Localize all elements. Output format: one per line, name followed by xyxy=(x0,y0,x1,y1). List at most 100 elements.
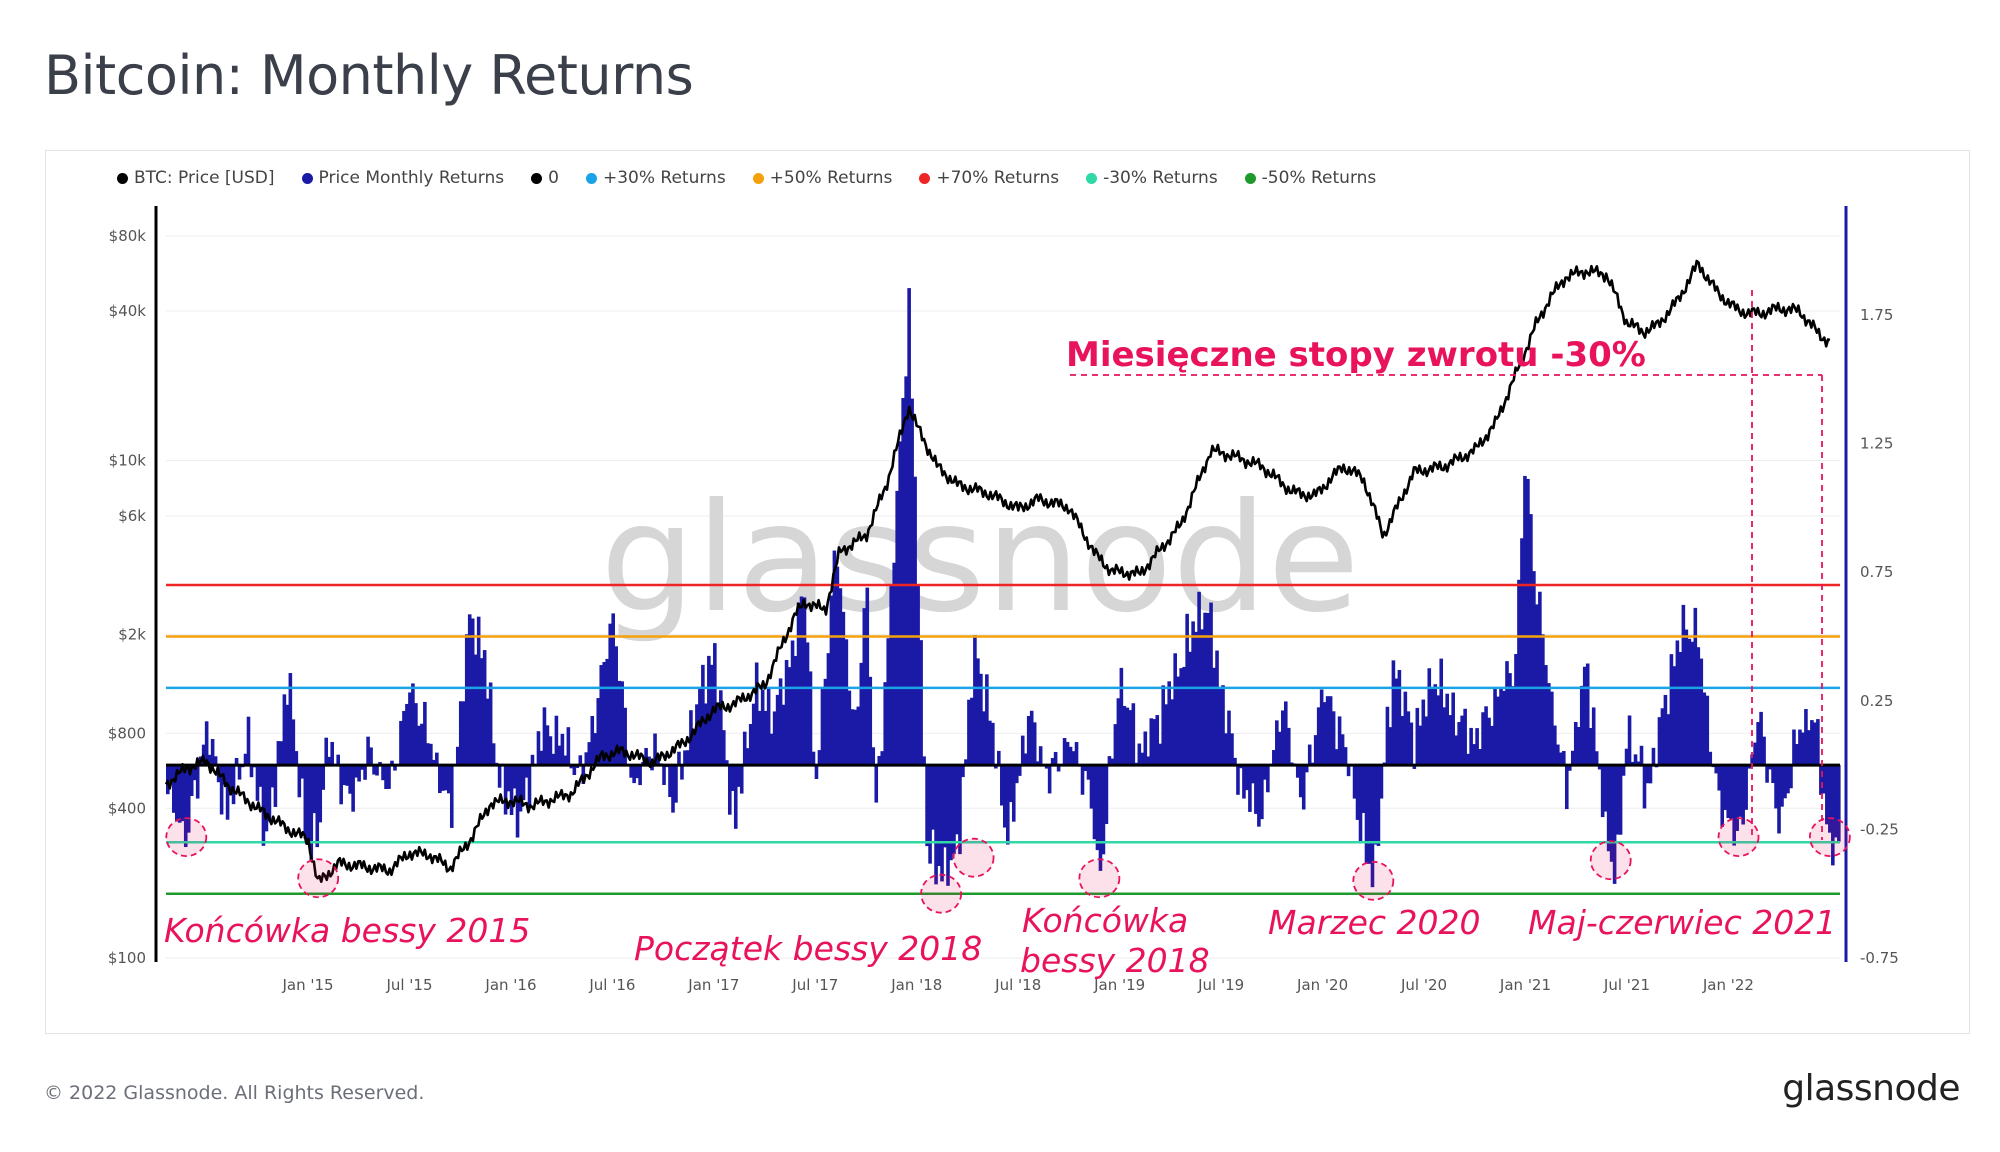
return-bar xyxy=(913,476,917,766)
return-bar xyxy=(204,721,209,766)
return-bar xyxy=(1152,719,1157,766)
return-bar xyxy=(1747,765,1751,769)
return-bar xyxy=(1044,765,1049,769)
return-bar xyxy=(1074,742,1079,766)
return-bar xyxy=(662,765,666,785)
legend-item-minus30[interactable]: -30% Returns xyxy=(1086,168,1218,188)
return-bar xyxy=(1095,765,1100,851)
return-bar xyxy=(1672,666,1677,766)
y-left-tick-label: $100 xyxy=(108,949,146,967)
return-bar xyxy=(503,765,508,815)
return-bar xyxy=(384,765,388,790)
return-bar xyxy=(671,765,675,813)
return-bar xyxy=(1573,721,1578,766)
return-bar xyxy=(1627,715,1632,766)
return-bar xyxy=(1699,658,1704,766)
annotation-label: Marzec 2020 xyxy=(1268,903,1481,942)
return-bar xyxy=(1200,629,1204,766)
return-bar xyxy=(796,602,801,766)
return-bar xyxy=(808,671,813,766)
return-bar xyxy=(1612,765,1617,884)
return-bar xyxy=(518,765,523,812)
return-bar xyxy=(934,765,938,885)
return-bar xyxy=(677,751,681,766)
return-bar xyxy=(303,765,308,839)
return-bar xyxy=(763,710,768,766)
return-bar xyxy=(1023,753,1028,766)
return-bar xyxy=(1113,724,1118,766)
return-bar xyxy=(291,719,296,766)
legend-item-plus30[interactable]: +30% Returns xyxy=(585,168,726,188)
return-bar xyxy=(1026,715,1031,766)
return-bar xyxy=(620,681,624,766)
return-bar xyxy=(1068,746,1073,766)
return-bar xyxy=(249,765,254,778)
return-bar xyxy=(1104,765,1109,824)
legend-label: -50% Returns xyxy=(1261,168,1377,188)
return-bar xyxy=(1484,706,1488,766)
return-bar xyxy=(817,750,822,766)
x-tick-label: Jan '22 xyxy=(1702,976,1754,994)
return-bar xyxy=(542,707,547,766)
return-bar xyxy=(1056,765,1061,772)
return-bar xyxy=(1352,765,1357,799)
highlight-circle xyxy=(920,873,963,914)
return-bar xyxy=(1777,765,1781,834)
legend-item-price[interactable]: BTC: Price [USD] xyxy=(117,168,275,188)
return-bar xyxy=(1248,765,1252,812)
return-bar xyxy=(784,660,789,766)
legend-item-zero[interactable]: 0 xyxy=(531,168,559,188)
return-bar xyxy=(868,676,873,766)
return-bar xyxy=(261,765,266,846)
return-bar xyxy=(1403,691,1408,766)
return-bar xyxy=(449,765,454,828)
x-tick-label: Jul '20 xyxy=(1400,976,1447,994)
return-bar xyxy=(482,650,487,766)
return-bar xyxy=(979,673,983,766)
return-bar xyxy=(1529,514,1533,766)
return-bar xyxy=(1427,668,1432,766)
return-bar xyxy=(895,490,899,766)
legend-dot-icon xyxy=(919,172,931,184)
return-bar xyxy=(342,765,346,786)
return-bar xyxy=(686,750,690,766)
return-bar xyxy=(1319,689,1324,766)
chart-frame xyxy=(45,150,1970,1034)
return-bar xyxy=(1466,753,1470,766)
footer-logo[interactable]: glassnode xyxy=(1782,1068,1960,1109)
return-bar xyxy=(521,765,526,801)
return-bar xyxy=(1047,765,1052,794)
return-bar xyxy=(1331,711,1336,766)
return-bar xyxy=(186,765,191,833)
return-bar xyxy=(1597,765,1602,770)
return-bar xyxy=(1759,711,1763,766)
return-bar xyxy=(435,752,439,766)
return-bar xyxy=(231,765,236,805)
legend-item-plus70[interactable]: +70% Returns xyxy=(919,168,1059,188)
return-bar xyxy=(1008,765,1013,803)
return-bar xyxy=(716,704,720,766)
return-bar xyxy=(1457,722,1461,766)
legend-item-plus50[interactable]: +50% Returns xyxy=(752,168,892,188)
x-tick-label: Jan '15 xyxy=(281,976,333,994)
return-bar xyxy=(982,711,986,766)
return-bar xyxy=(1642,765,1647,809)
return-bar xyxy=(1657,717,1662,766)
return-bar xyxy=(1328,696,1333,766)
return-bar xyxy=(1825,765,1829,825)
annotation-label: Maj-czerwiec 2021 xyxy=(1528,903,1836,942)
legend-item-monthly-returns[interactable]: Price Monthly Returns xyxy=(301,168,504,188)
return-bar xyxy=(512,765,517,789)
return-bar xyxy=(1266,765,1270,793)
return-bar xyxy=(1212,667,1216,766)
return-bar xyxy=(1251,765,1255,784)
return-bar xyxy=(967,699,971,766)
return-bar xyxy=(321,765,326,790)
return-bar xyxy=(778,678,783,766)
return-bar xyxy=(997,750,1001,766)
return-bar xyxy=(1717,765,1722,791)
return-bar xyxy=(213,756,218,766)
legend-item-minus50[interactable]: -50% Returns xyxy=(1244,168,1377,188)
highlight-circle xyxy=(1352,860,1395,901)
return-bar xyxy=(1035,761,1040,766)
